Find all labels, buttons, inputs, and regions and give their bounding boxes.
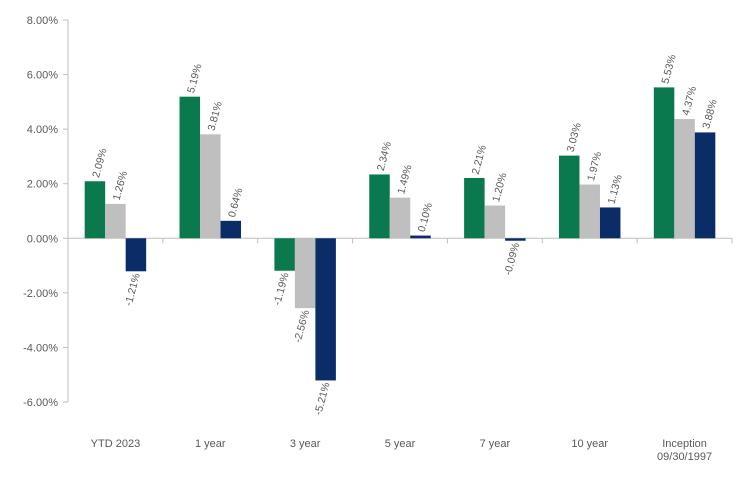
data-label: 3.81% — [206, 100, 225, 132]
bar-2 — [294, 238, 316, 309]
data-label: 2.21% — [470, 144, 489, 176]
data-label: -2.56% — [292, 309, 312, 344]
y-tick-label: 4.00% — [27, 124, 58, 136]
data-label: 1.97% — [585, 150, 604, 182]
bar-3 — [410, 235, 431, 239]
y-tick-label: 0.00% — [27, 233, 58, 245]
x-category-label: Inception — [662, 438, 707, 450]
bar-1 — [464, 177, 485, 239]
bar-3 — [599, 207, 621, 239]
data-label: 3.88% — [700, 98, 719, 130]
bar-2 — [674, 119, 695, 239]
bar-3 — [220, 220, 242, 239]
data-label: 5.19% — [185, 63, 204, 95]
x-category-label: 1 year — [195, 438, 226, 450]
data-label: 0.64% — [226, 187, 245, 219]
data-label: -5.21% — [312, 381, 332, 416]
x-category-label: 7 year — [480, 438, 511, 450]
data-label: 1.49% — [395, 164, 414, 196]
y-tick-label: -2.00% — [23, 288, 58, 300]
data-label: 3.03% — [565, 122, 584, 154]
y-tick-label: 6.00% — [27, 70, 58, 82]
bar-3 — [315, 238, 336, 381]
x-category-label: 09/30/1997 — [657, 451, 712, 463]
data-label: 1.13% — [606, 173, 625, 205]
data-label: 0.10% — [416, 201, 435, 233]
bar-2 — [389, 197, 411, 239]
bar-3 — [125, 238, 147, 272]
data-label: 2.09% — [90, 147, 109, 179]
bar-2 — [484, 205, 506, 239]
bar-1 — [369, 174, 390, 239]
bars-layer — [84, 87, 716, 381]
y-tick-label: -4.00% — [23, 342, 58, 354]
bar-2 — [200, 134, 221, 239]
data-label: 2.34% — [375, 140, 394, 172]
data-label: -1.19% — [271, 271, 291, 306]
data-label: -0.09% — [502, 241, 522, 276]
x-category-label: 3 year — [290, 438, 321, 450]
data-label: -1.21% — [123, 272, 143, 307]
y-tick-label: 8.00% — [27, 15, 58, 27]
y-tick-label: -6.00% — [23, 397, 58, 409]
bar-1 — [84, 181, 106, 239]
data-label: 1.26% — [111, 170, 130, 202]
x-category-label: 5 year — [385, 438, 416, 450]
bar-1 — [179, 96, 201, 239]
x-category-label: 10 year — [571, 438, 608, 450]
y-tick-label: 2.00% — [27, 179, 58, 191]
bar-1 — [274, 238, 295, 271]
bar-1 — [558, 155, 580, 239]
data-label: 4.37% — [680, 85, 699, 117]
bar-2 — [579, 184, 600, 239]
bar-1 — [653, 87, 675, 239]
data-label: 1.20% — [490, 171, 509, 203]
data-label: 5.53% — [659, 53, 678, 85]
x-category-label: YTD 2023 — [91, 438, 141, 450]
bar-2 — [105, 203, 126, 239]
bar-3 — [505, 238, 526, 241]
bar-3 — [694, 132, 716, 239]
